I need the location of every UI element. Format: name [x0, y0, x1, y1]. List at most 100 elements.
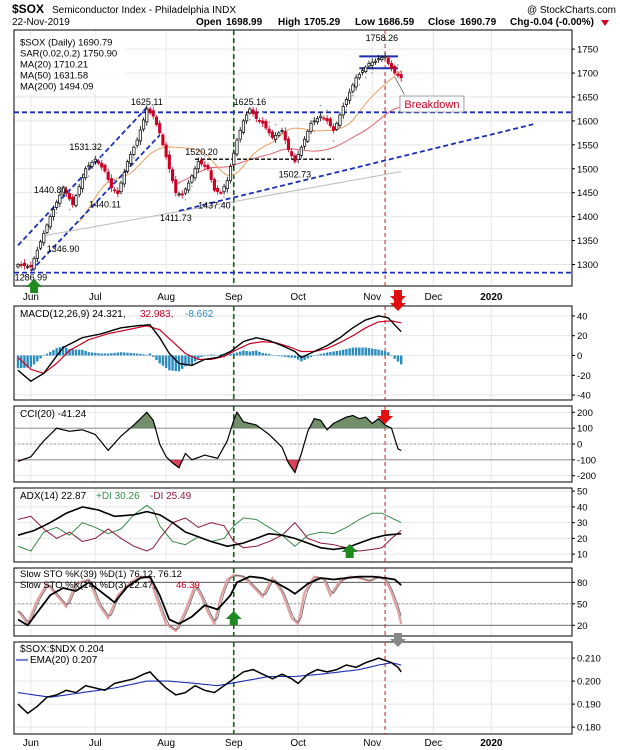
- price-legend-entry: $SOX (Daily) 1690.79: [20, 38, 112, 49]
- macd-histogram-bar: [367, 348, 371, 356]
- cci-legend: CCI(20) -41.24: [20, 409, 87, 420]
- macd-histogram-bar: [152, 355, 155, 357]
- candle-body: [151, 110, 155, 117]
- candle-body: [341, 106, 345, 116]
- macd-histogram-bar: [110, 353, 113, 356]
- month-label: Oct: [290, 292, 306, 303]
- macd-histogram-bar: [390, 355, 393, 356]
- candle-body: [58, 194, 62, 204]
- candle-body: [71, 196, 75, 206]
- price-legend-entry: MA(50) 1631.58: [20, 71, 88, 82]
- sar-dot: [113, 179, 116, 182]
- macd-histogram-bar: [238, 351, 242, 356]
- bottom-month-label: Jul: [89, 738, 102, 749]
- sar-dot: [294, 171, 296, 174]
- sto-axis-tick-label: 20: [577, 621, 588, 632]
- candle-body: [257, 120, 262, 122]
- candle-body: [299, 146, 303, 156]
- lower-channel-trendline: [30, 134, 161, 272]
- candle-body: [348, 91, 352, 101]
- candle-body: [386, 57, 390, 64]
- candle-body: [290, 151, 294, 156]
- candle-body: [312, 120, 316, 123]
- macd-histogram-bar: [248, 351, 252, 356]
- candle-body: [283, 131, 287, 141]
- candle-body: [335, 122, 339, 130]
- macd-histogram-bar: [65, 347, 68, 356]
- macd-histogram-bar: [90, 352, 94, 356]
- macd-histogram-bar: [97, 353, 100, 356]
- candle-body: [125, 161, 130, 172]
- sar-dot: [313, 130, 316, 133]
- sar-dot: [94, 147, 97, 150]
- sar-dot: [364, 76, 367, 79]
- sar-dot: [397, 64, 399, 66]
- sto-axis-tick-label: 80: [577, 578, 588, 589]
- macd-histogram-bar: [116, 352, 120, 356]
- macd-histogram-bar: [348, 348, 351, 356]
- cci-axis-tick-label: -100: [577, 455, 596, 466]
- price-annotation: 1520.20: [185, 147, 218, 157]
- candle-body: [277, 132, 281, 136]
- index-name: Semiconductor Index - Philadelphia INDX: [52, 5, 236, 16]
- candle-body: [61, 187, 65, 195]
- candle-body: [113, 189, 117, 192]
- sar-dot: [152, 104, 155, 107]
- macd-histogram-bar: [342, 349, 345, 356]
- candle-body: [354, 77, 358, 88]
- cci-axis-tick-label: -200: [577, 471, 596, 482]
- candle-body: [190, 175, 194, 183]
- macd-histogram-bar: [374, 349, 377, 356]
- candle-body: [29, 264, 33, 268]
- candle-body: [245, 114, 249, 122]
- candle-body: [80, 177, 84, 189]
- candle-body: [26, 265, 30, 268]
- macd-signal-legend: 32.983,: [140, 309, 173, 320]
- symbol-label: $SOX: [12, 2, 44, 16]
- candle-body: [296, 154, 300, 161]
- candle-body: [132, 146, 136, 155]
- macd-histogram-bar: [251, 351, 255, 356]
- macd-histogram-bar: [29, 355, 33, 368]
- candle-body: [344, 99, 348, 105]
- gray-down-arrow-icon: [389, 633, 406, 647]
- candle-body: [251, 109, 255, 115]
- month-label: Aug: [157, 292, 175, 303]
- sto-fast-d-legend: 46.39: [176, 580, 200, 591]
- ratio-axis-tick-label: 0.200: [577, 677, 601, 688]
- sto-axis-tick-label: 50: [577, 599, 588, 610]
- macd-histogram-bar: [306, 355, 309, 359]
- sar-dot: [133, 156, 135, 159]
- candle-body: [167, 154, 171, 170]
- ratio-line: [17, 657, 402, 715]
- price-axis-tick-label: 1550: [577, 140, 598, 151]
- candle-body: [135, 139, 139, 146]
- candle-body: [187, 182, 191, 191]
- macd-histogram-bar: [293, 355, 297, 358]
- candle-body: [109, 178, 113, 189]
- macd-histogram-bar: [319, 353, 322, 356]
- macd-histogram-bar: [335, 351, 338, 356]
- candle-body: [293, 155, 297, 162]
- ratio-axis-tick-label: 0.210: [577, 654, 601, 665]
- macd-histogram-bar: [313, 355, 316, 356]
- month-label: Dec: [424, 292, 442, 303]
- price-axis-tick-label: 1600: [577, 116, 598, 127]
- macd-histogram-bar: [364, 347, 367, 356]
- candle-body: [206, 165, 210, 170]
- price-annotation: 1286.99: [15, 273, 48, 283]
- candle-body: [228, 166, 233, 182]
- macd-histogram-bar: [380, 350, 384, 356]
- cci-overbought-fill: [18, 412, 402, 429]
- sar-dot: [255, 107, 258, 109]
- minus-di-line: [17, 515, 402, 552]
- sar-dot: [248, 118, 251, 121]
- candle-body: [280, 130, 284, 132]
- macd-histogram-bar: [113, 352, 116, 356]
- macd-histogram-bar: [139, 353, 142, 356]
- macd-histogram-bar: [155, 355, 158, 361]
- sar-dot: [268, 121, 271, 124]
- macd-histogram-bar: [55, 348, 58, 356]
- macd-histogram-bar: [232, 353, 235, 356]
- candle-body: [309, 122, 313, 132]
